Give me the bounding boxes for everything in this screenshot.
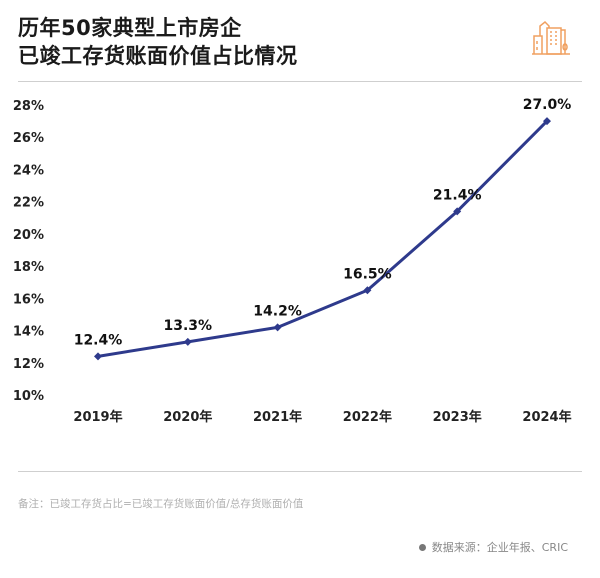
- y-tick-label: 16%: [13, 292, 44, 307]
- data-point: [363, 286, 372, 295]
- y-tick-label: 24%: [13, 163, 44, 178]
- y-tick-label: 20%: [13, 228, 44, 243]
- data-label: 16.5%: [343, 266, 392, 282]
- data-label: 13.3%: [164, 318, 213, 334]
- chart-title: 历年50家典型上市房企 已竣工存货账面价值占比情况: [18, 14, 298, 70]
- line-chart: 10% 12% 14% 16% 18% 20% 22% 24% 26% 28% 2019年 2020年…: [13, 97, 572, 425]
- data-label: 21.4%: [433, 187, 482, 203]
- x-tick-label: 2020年: [163, 409, 212, 425]
- header-divider: [18, 81, 582, 82]
- data-label: 27.0%: [523, 97, 572, 113]
- bullet-icon: [418, 543, 426, 551]
- title-line-1: 历年50家典型上市房企: [18, 16, 242, 40]
- x-tick-label: 2024年: [522, 409, 571, 425]
- city-buildings-icon: [532, 20, 570, 55]
- series-line: [97, 120, 549, 358]
- data-point: [453, 207, 462, 216]
- footer-divider: [18, 471, 582, 472]
- data-source: 数据来源：企业年报、CRIC: [418, 539, 568, 555]
- data-label: 12.4%: [74, 332, 123, 348]
- x-tick-label: 2022年: [343, 409, 392, 425]
- y-tick-label: 26%: [13, 131, 44, 146]
- chart-note: 备注：已竣工存货占比=已竣工存货账面价值/总存货账面价值: [18, 498, 304, 510]
- y-tick-label: 28%: [13, 99, 44, 114]
- y-tick-label: 22%: [13, 196, 44, 211]
- x-tick-label: 2023年: [433, 409, 482, 425]
- source-text: 数据来源：企业年报、CRIC: [431, 541, 568, 554]
- data-label: 14.2%: [253, 303, 302, 319]
- x-tick-label: 2019年: [73, 409, 122, 425]
- data-point: [94, 352, 102, 361]
- y-tick-label: 18%: [13, 260, 44, 275]
- y-tick-label: 12%: [13, 357, 44, 372]
- title-line-2: 已竣工存货账面价值占比情况: [18, 44, 298, 68]
- data-point: [183, 337, 192, 346]
- data-point: [543, 117, 551, 126]
- y-tick-label: 10%: [13, 389, 44, 404]
- y-tick-label: 14%: [13, 325, 44, 340]
- x-tick-label: 2021年: [253, 409, 302, 425]
- data-point: [273, 323, 282, 332]
